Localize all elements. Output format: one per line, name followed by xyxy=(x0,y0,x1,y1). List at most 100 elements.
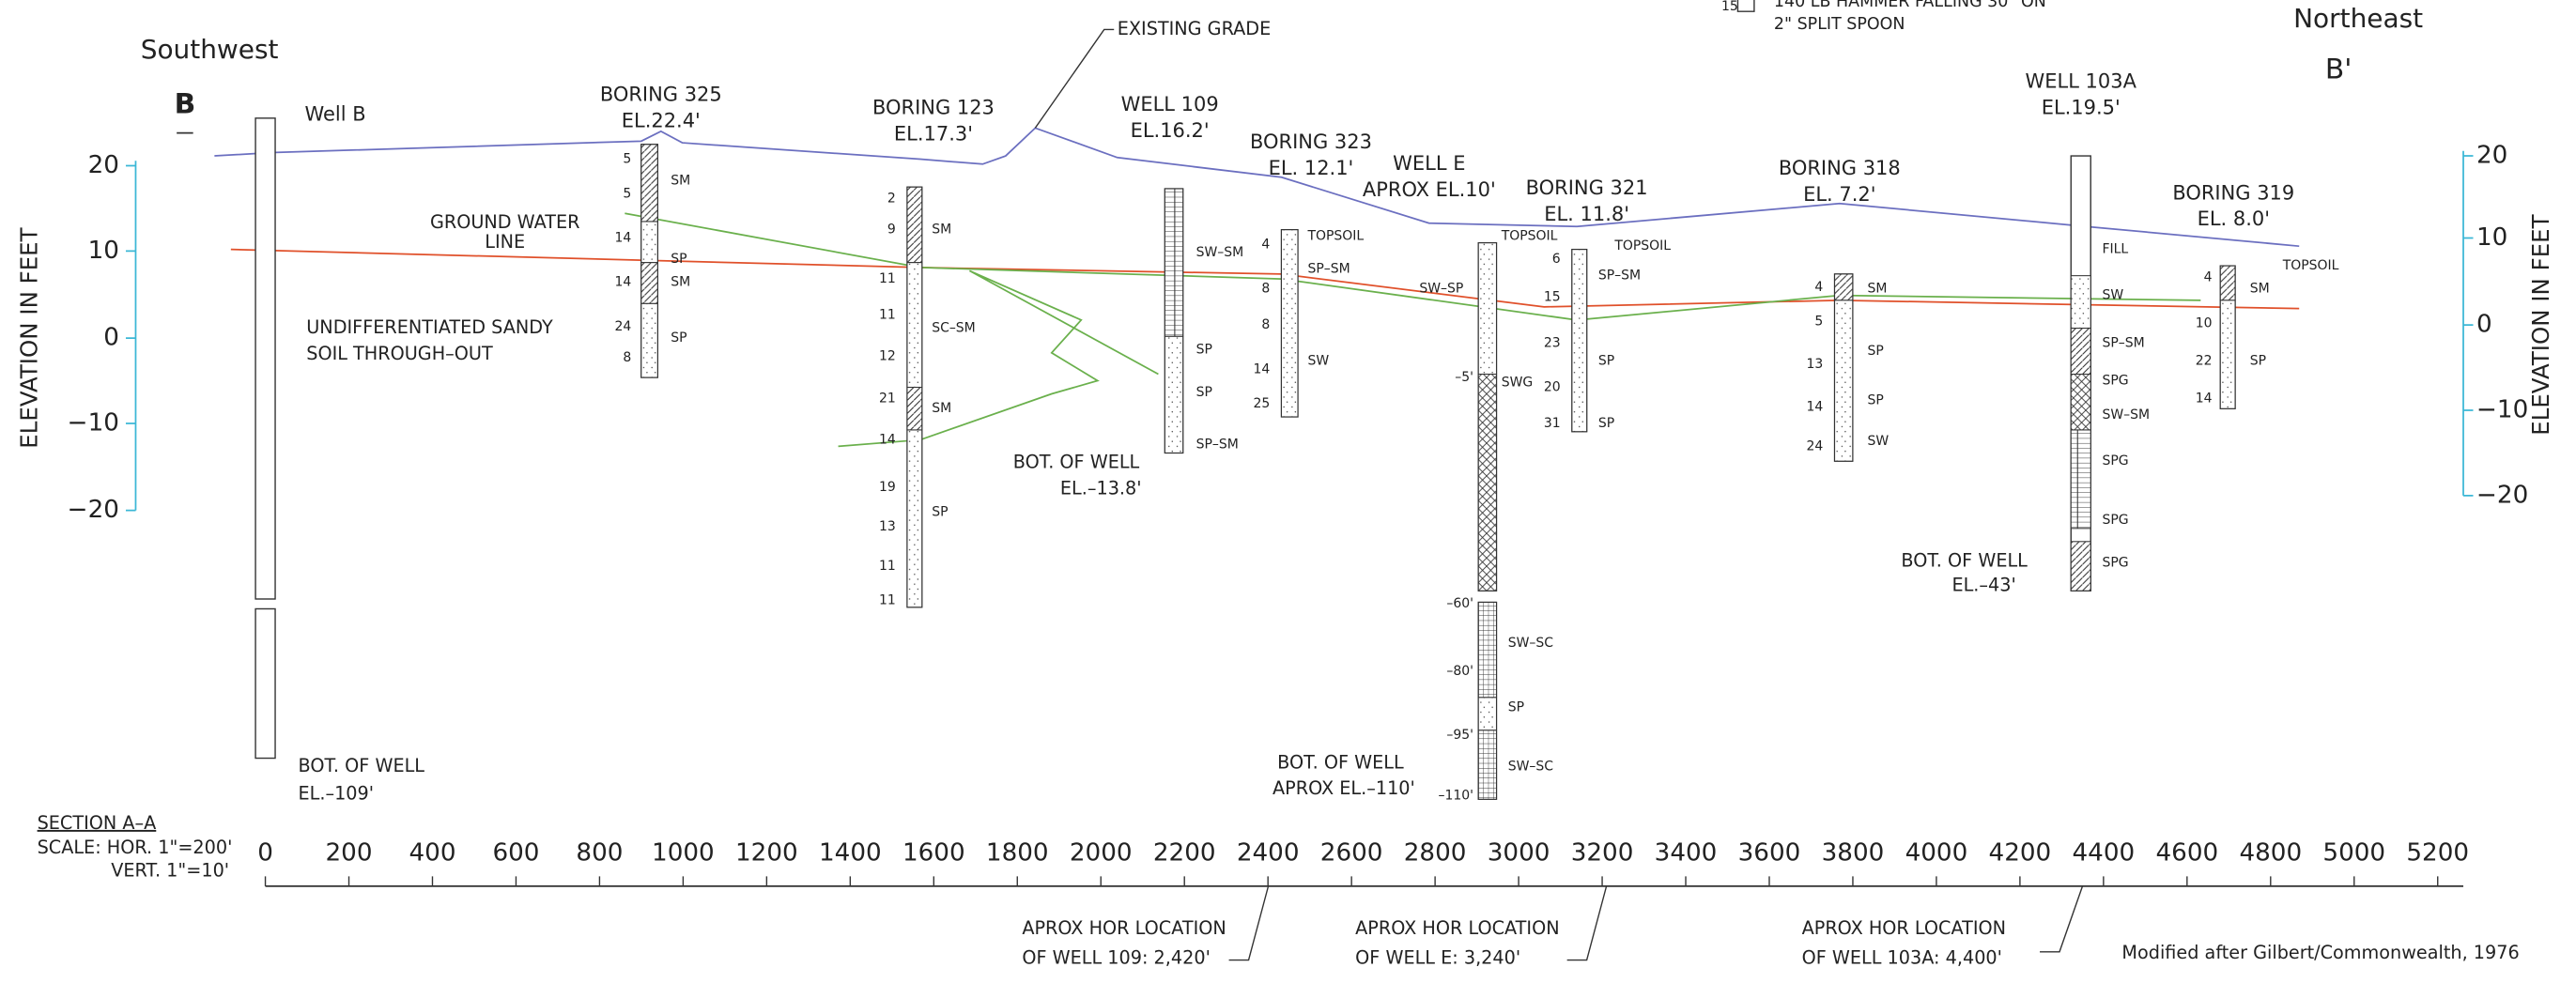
label: BOT. OF WELL xyxy=(1013,451,1140,472)
soil-layer xyxy=(2071,375,2090,430)
label: SP xyxy=(671,252,686,267)
axis-right xyxy=(2463,151,2473,496)
soil-layer xyxy=(641,145,657,222)
label: APROX HOR LOCATION xyxy=(1022,917,1226,939)
label: 22 xyxy=(2196,354,2213,369)
label: 13 xyxy=(879,519,896,534)
label: BOT. OF WELL xyxy=(299,755,425,776)
label: SP–SM xyxy=(1598,269,1641,284)
label: TOPSOIL xyxy=(1501,229,1558,244)
label: 2400 xyxy=(1237,838,1300,867)
label: 11 xyxy=(879,559,896,574)
label: –5' xyxy=(1455,370,1473,385)
label: UNDIFFERENTIATED SANDY xyxy=(306,316,553,338)
label: OF WELL 103A: 4,400' xyxy=(1802,946,2002,968)
label: 2000 xyxy=(1070,838,1133,867)
label: Well B xyxy=(305,102,366,125)
label: 3800 xyxy=(1822,838,1885,867)
label: 3000 xyxy=(1488,838,1550,867)
soil-layer xyxy=(2071,542,2090,591)
label: 1000 xyxy=(652,838,715,867)
soil-layer xyxy=(641,222,657,263)
soil-layer xyxy=(1835,274,1853,300)
label: SOIL THROUGH–OUT xyxy=(306,343,493,364)
soil-layer xyxy=(907,187,922,262)
label: 9 xyxy=(887,223,896,238)
cross-section: SouthwestNortheastBB'15140 LB HAMMER FAL… xyxy=(0,0,2576,983)
label: EL. 12.1' xyxy=(1269,157,1354,179)
soil-layer xyxy=(1478,730,1496,799)
soil-layer xyxy=(1572,250,1587,432)
label: 3400 xyxy=(1655,838,1718,867)
label: SP xyxy=(1868,392,1884,407)
label: EL. 8.0' xyxy=(2198,207,2270,230)
soil-layer xyxy=(1478,375,1496,591)
well-column xyxy=(255,118,275,599)
label: EL.16.2' xyxy=(1131,119,1210,142)
soil-layer xyxy=(641,263,657,304)
label: SPG xyxy=(2102,374,2128,389)
label: SW–SM xyxy=(2102,407,2150,422)
label: WELL 103A xyxy=(2026,69,2137,92)
label: SECTION A–A xyxy=(38,812,157,834)
label: BORING 123 xyxy=(872,96,995,118)
label: 4 xyxy=(2204,269,2213,284)
label: 600 xyxy=(492,838,539,867)
label: SP xyxy=(671,330,686,346)
well-column xyxy=(255,608,275,758)
label: 11 xyxy=(879,593,896,608)
label: SM xyxy=(2250,282,2270,297)
label: –80' xyxy=(1446,664,1473,679)
label: 4400 xyxy=(2073,838,2136,867)
label: 3600 xyxy=(1738,838,1801,867)
label: 10 xyxy=(2476,223,2507,252)
label: 8 xyxy=(1261,317,1270,332)
label: FILL xyxy=(2102,242,2128,257)
label: 0 xyxy=(2476,311,2492,339)
label: 4 xyxy=(1261,237,1270,252)
label: SW xyxy=(1868,434,1890,449)
label: SW–SC xyxy=(1508,636,1553,651)
label: TOPSOIL xyxy=(2282,258,2339,273)
label: 4200 xyxy=(1989,838,2052,867)
label: SW–SC xyxy=(1508,759,1553,774)
soil-layer xyxy=(2071,430,2090,529)
label: TOPSOIL xyxy=(1306,229,1364,244)
label: OF WELL 109: 2,420' xyxy=(1022,946,1211,968)
label: 140 LB HAMMER FALLING 30" ON xyxy=(1774,0,2046,11)
label: 2" SPLIT SPOON xyxy=(1774,15,1905,34)
label: EL.22.4' xyxy=(622,109,701,131)
label: 5200 xyxy=(2406,838,2469,867)
label: 4 xyxy=(1814,280,1823,295)
label: SWG xyxy=(1502,375,1534,390)
label: WELL 109 xyxy=(1121,93,1219,115)
legend-box xyxy=(1737,0,1753,11)
label: EL.–43' xyxy=(1951,575,2015,596)
label: EL.19.5' xyxy=(2042,96,2121,118)
label: EXISTING GRADE xyxy=(1118,18,1272,39)
soil-layer xyxy=(1478,602,1496,697)
label: 23 xyxy=(1544,335,1561,350)
soil-layer xyxy=(1282,230,1298,417)
label: 14 xyxy=(2196,392,2213,407)
label: 5 xyxy=(623,186,631,201)
label: ELEVATION IN FEET xyxy=(16,226,43,448)
soil-layer xyxy=(907,388,922,430)
label: SP xyxy=(1598,416,1614,431)
soil-layer xyxy=(1478,698,1496,730)
label: 15 xyxy=(1721,0,1738,14)
label: 25 xyxy=(1253,396,1270,411)
label: EL. 7.2' xyxy=(1803,183,1875,206)
label: 400 xyxy=(409,838,455,867)
label: BORING 318 xyxy=(1779,157,1901,179)
label: 200 xyxy=(326,838,373,867)
label: 2 xyxy=(887,191,896,206)
label: SM xyxy=(932,223,951,238)
label: SP–SM xyxy=(1307,262,1350,277)
label: −10 xyxy=(2476,395,2528,423)
label: Modified after Gilbert/Commonwealth, 197… xyxy=(2121,942,2519,963)
label: SP–SM xyxy=(2102,335,2144,350)
label: 10 xyxy=(88,237,119,265)
label: 11 xyxy=(879,271,896,286)
label: 6 xyxy=(1552,252,1561,267)
